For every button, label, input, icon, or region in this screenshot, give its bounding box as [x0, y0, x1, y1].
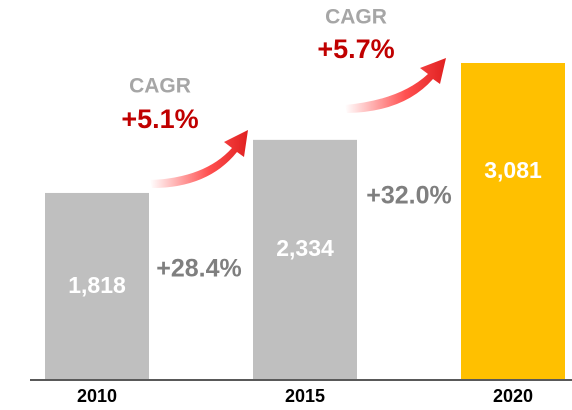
growth-label: +28.4%	[156, 255, 242, 283]
cagr-label: CAGR	[325, 6, 387, 29]
plot	[45, 63, 565, 380]
value-label: 3,081	[484, 157, 542, 183]
bar	[253, 139, 357, 380]
growth-arrow	[345, 58, 446, 113]
value-label: 2,334	[276, 235, 334, 261]
value-label: 1,818	[68, 272, 126, 298]
bar	[45, 192, 149, 380]
cagr-value: +5.1%	[121, 104, 198, 134]
growth-arrow	[150, 130, 248, 188]
cagr-value: +5.7%	[317, 34, 394, 64]
cagr-label: CAGR	[129, 75, 191, 98]
x-tick-label: 2015	[285, 386, 325, 406]
growth-label: +32.0%	[366, 182, 452, 210]
x-tick-label: 2020	[493, 386, 533, 406]
x-tick-label: 2010	[77, 386, 117, 406]
bar	[461, 63, 565, 380]
